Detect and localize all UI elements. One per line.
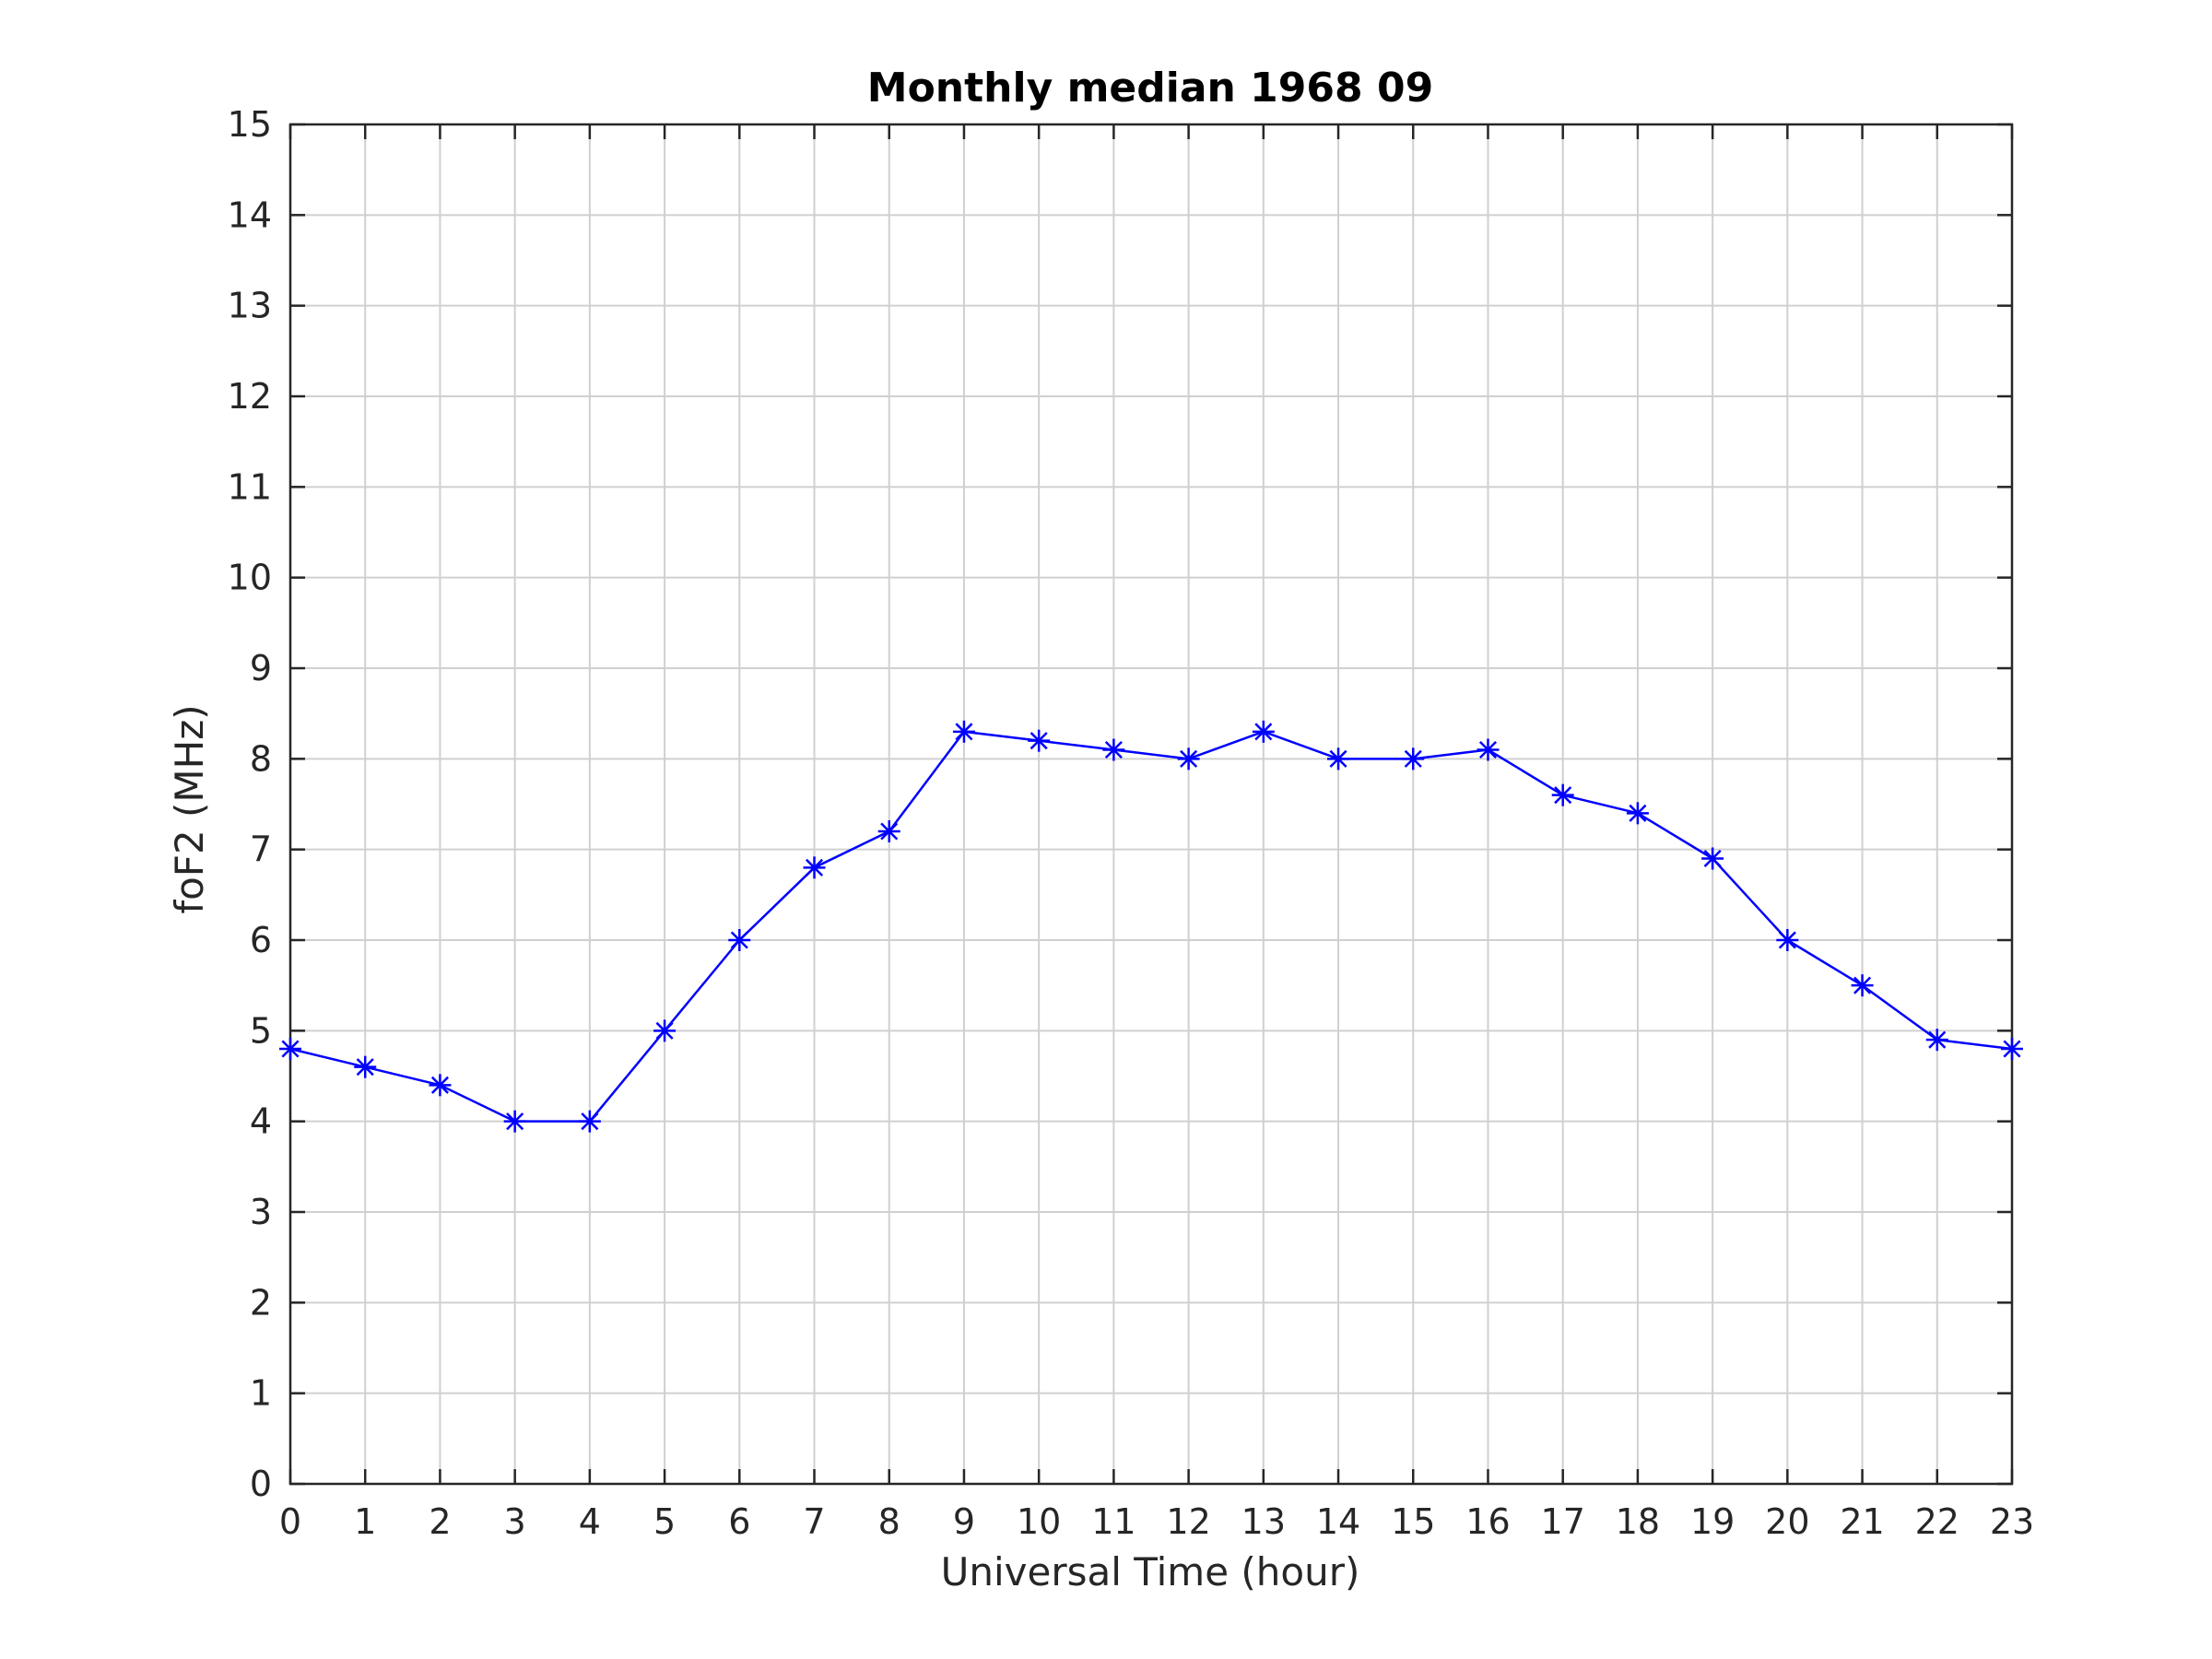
data-point-marker (279, 1038, 301, 1060)
x-axis-label: Universal Time (hour) (941, 1549, 1360, 1594)
data-point-marker (952, 720, 975, 743)
data-point-marker (1925, 1029, 1948, 1052)
y-tick-label: 15 (228, 104, 272, 145)
x-tick-label: 22 (1915, 1501, 1959, 1542)
data-point-marker (1252, 720, 1275, 743)
x-tick-label: 15 (1391, 1501, 1435, 1542)
x-tick-label: 5 (653, 1501, 676, 1542)
axes-box (288, 123, 2014, 1486)
x-tick-label: 19 (1690, 1501, 1735, 1542)
chart-title: Monthly median 1968 09 (867, 65, 1433, 112)
data-point-marker (1402, 747, 1425, 771)
data-point-marker (1626, 802, 1649, 825)
data-point-marker (877, 820, 900, 842)
y-tick-label: 6 (250, 920, 272, 960)
data-point-marker (1701, 847, 1724, 870)
x-tick-label: 8 (878, 1501, 900, 1542)
data-point-marker (1327, 747, 1350, 771)
x-tick-label: 14 (1316, 1501, 1360, 1542)
x-tick-label: 21 (1840, 1501, 1884, 1542)
data-point-marker (503, 1110, 526, 1133)
y-tick-label: 5 (250, 1010, 272, 1051)
x-tick-label: 23 (1990, 1501, 2034, 1542)
y-tick-label: 11 (228, 466, 272, 507)
y-tick-label: 0 (250, 1464, 272, 1504)
data-point-marker (429, 1074, 452, 1097)
data-point-marker (1477, 738, 1500, 761)
data-point-marker (1551, 783, 1574, 806)
y-tick-label: 8 (250, 738, 272, 779)
data-point-marker (1028, 729, 1051, 752)
x-tick-label: 9 (953, 1501, 975, 1542)
data-point-marker (1851, 974, 1874, 997)
y-tick-label: 9 (250, 648, 272, 688)
data-point-marker (1776, 929, 1799, 951)
x-tick-label: 13 (1241, 1501, 1286, 1542)
x-tick-label: 20 (1765, 1501, 1809, 1542)
x-tick-label: 11 (1091, 1501, 1135, 1542)
x-tick-label: 3 (504, 1501, 526, 1542)
x-tick-label: 10 (1017, 1501, 1061, 1542)
y-tick-label: 2 (250, 1282, 272, 1323)
y-tick-label: 7 (250, 830, 272, 870)
x-tick-label: 1 (354, 1501, 376, 1542)
x-tick-label: 0 (279, 1501, 301, 1542)
x-tick-label: 18 (1616, 1501, 1660, 1542)
data-point-marker (1102, 738, 1125, 761)
y-tick-label: 13 (228, 286, 272, 326)
x-tick-label: 17 (1541, 1501, 1585, 1542)
data-point-marker (578, 1110, 601, 1133)
x-tick-label: 12 (1166, 1501, 1210, 1542)
data-point-marker (1177, 747, 1200, 771)
data-point-marker (2001, 1038, 2023, 1060)
data-point-marker (803, 856, 826, 879)
data-point-marker (354, 1055, 377, 1078)
data-point-marker (653, 1019, 677, 1042)
x-tick-label: 6 (728, 1501, 750, 1542)
x-tick-label: 7 (803, 1501, 825, 1542)
y-tick-label: 12 (228, 376, 272, 417)
y-axis-label: foF2 (MHz) (167, 704, 212, 913)
y-tick-label: 3 (250, 1192, 272, 1232)
y-tick-label: 14 (228, 194, 272, 235)
y-tick-label: 1 (250, 1373, 272, 1414)
data-point-marker (728, 929, 751, 951)
y-tick-label: 10 (228, 558, 272, 598)
x-tick-label: 4 (579, 1501, 601, 1542)
data-series (279, 720, 2023, 1133)
y-tick-label: 4 (250, 1101, 272, 1142)
series-line (289, 730, 2013, 1123)
x-tick-label: 16 (1465, 1501, 1510, 1542)
x-tick-labels: 0 1 2 3 4 5 6 7 8 9 10 11 12 13 14 15 16 17 18 19 20 21 22 23 (279, 1501, 2034, 1542)
x-tick-label: 2 (429, 1501, 451, 1542)
